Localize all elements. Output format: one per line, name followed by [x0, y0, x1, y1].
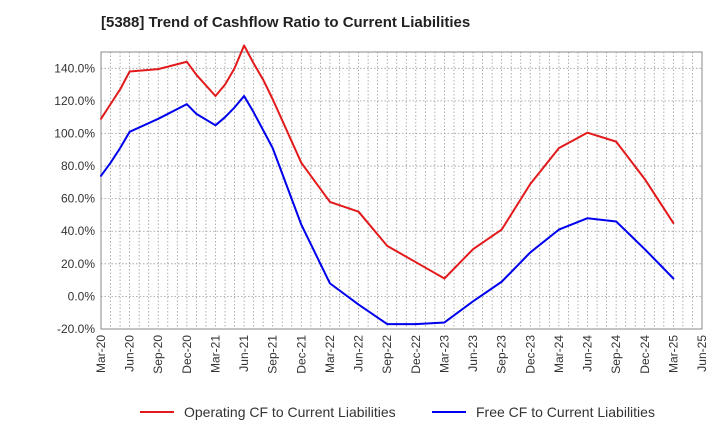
x-tick-label: Dec-24 — [638, 335, 652, 374]
x-tick-label: Jun-25 — [695, 335, 709, 372]
series-line-free-cf — [100, 94, 675, 326]
x-tick-label: Dec-22 — [409, 335, 423, 374]
x-tick-label: Dec-23 — [523, 335, 537, 374]
series-line-operating-cf — [100, 44, 675, 280]
legend-swatch-free-cf — [432, 411, 466, 413]
legend: Operating CF to Current Liabilities Free… — [0, 404, 720, 426]
y-tick-label: 120.0% — [54, 94, 95, 108]
x-tick-label: Jun-23 — [466, 335, 480, 372]
x-tick-label: Sep-23 — [495, 335, 509, 374]
legend-label-free-cf: Free CF to Current Liabilities — [476, 404, 655, 420]
y-tick-label: -20.0% — [57, 322, 95, 336]
x-tick-label: Mar-21 — [208, 335, 222, 373]
chart-title: [5388] Trend of Cashflow Ratio to Curren… — [101, 14, 471, 31]
y-tick-label: 20.0% — [61, 257, 95, 271]
x-tick-label: Dec-20 — [180, 335, 194, 374]
x-tick-label: Jun-21 — [237, 335, 251, 372]
x-tick-label: Mar-25 — [666, 335, 680, 373]
x-tick-label: Mar-22 — [323, 335, 337, 373]
y-tick-label: 0.0% — [68, 289, 96, 303]
legend-item-operating-cf: Operating CF to Current Liabilities — [140, 404, 396, 420]
x-axis: Mar-20 Jun-20 Sep-20 Dec-20 Mar-21 Jun-21 Sep-… — [94, 335, 709, 374]
x-tick-label: Dec-21 — [294, 335, 308, 374]
x-tick-label: Sep-20 — [151, 335, 165, 374]
x-tick-label: Mar-24 — [552, 335, 566, 373]
x-tick-label: Sep-24 — [609, 335, 623, 374]
legend-swatch-operating-cf — [140, 411, 174, 413]
series-layer — [100, 44, 675, 326]
x-tick-label: Jun-22 — [352, 335, 366, 372]
y-axis: -20.0% 0.0% 20.0% 40.0% 60.0% 80.0% 100.0% 120.… — [54, 61, 95, 336]
legend-label-operating-cf: Operating CF to Current Liabilities — [184, 404, 396, 420]
y-tick-label: 40.0% — [61, 224, 95, 238]
y-tick-label: 80.0% — [61, 159, 95, 173]
x-tick-label: Mar-20 — [94, 335, 108, 373]
legend-item-free-cf: Free CF to Current Liabilities — [432, 404, 655, 420]
x-tick-label: Jun-20 — [123, 335, 137, 372]
y-tick-label: 140.0% — [54, 61, 95, 75]
y-tick-label: 100.0% — [54, 126, 95, 140]
grid-layer — [100, 52, 703, 330]
y-tick-label: 60.0% — [61, 192, 95, 206]
x-tick-label: Sep-22 — [380, 335, 394, 374]
x-tick-label: Jun-24 — [581, 335, 595, 372]
plot-frame — [100, 51, 703, 330]
x-tick-label: Mar-23 — [437, 335, 451, 373]
x-tick-label: Sep-21 — [266, 335, 280, 374]
